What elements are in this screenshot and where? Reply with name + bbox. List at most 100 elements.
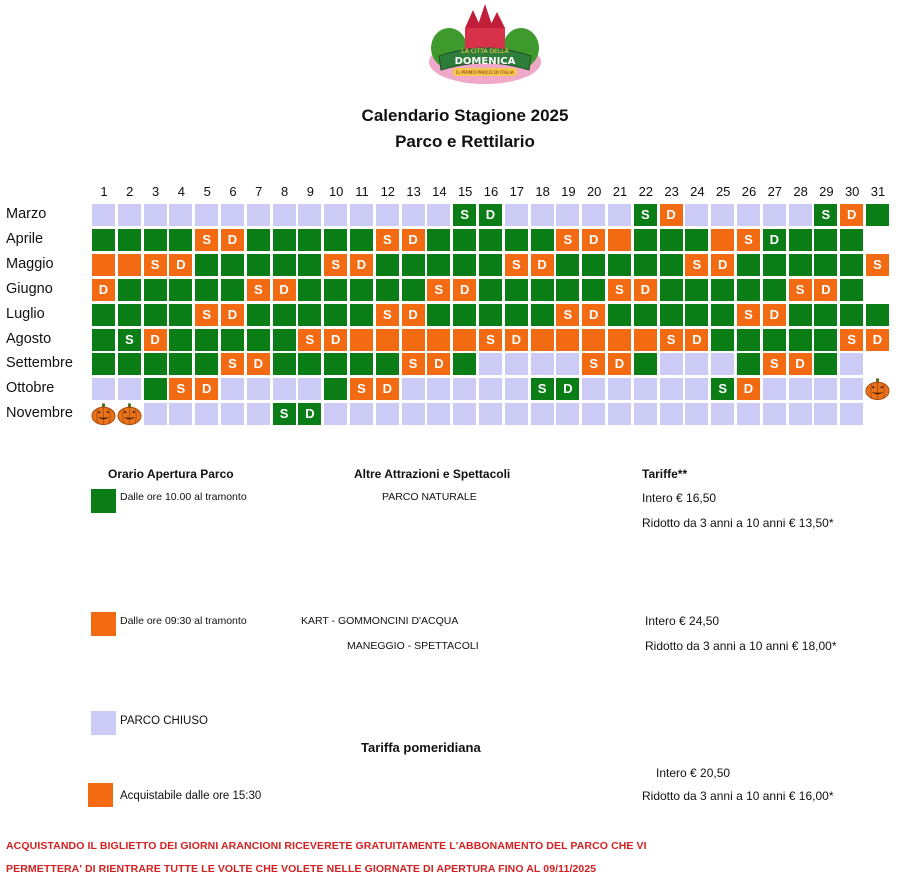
calendar-day-cell: D (556, 378, 580, 401)
calendar-day-cell (169, 228, 193, 251)
calendar-day-cell (195, 253, 219, 276)
calendar-day-cell (582, 253, 606, 276)
calendar-day-cell (298, 303, 322, 326)
calendar-day-cell (556, 353, 580, 376)
calendar-day-cell (169, 328, 193, 351)
calendar-day-cell (350, 328, 373, 351)
calendar-day-cell (685, 303, 709, 326)
calendar-day-cell: S (272, 403, 296, 426)
calendar-day-cell: S (401, 353, 425, 376)
calendar-day-cell: S (221, 353, 244, 376)
calendar-day-cell: S (659, 328, 683, 351)
calendar-day-cell (453, 253, 477, 276)
calendar-day-cell: D (324, 328, 348, 351)
calendar-day-cell (711, 228, 735, 251)
calendar-day-cell (556, 403, 580, 426)
calendar-day-cell (143, 378, 167, 401)
calendar-day-cell: D (272, 278, 296, 301)
page-subtitle: Parco e Rettilario (395, 132, 535, 151)
calendar-day-cell (866, 303, 889, 326)
calendar-day-cell (92, 303, 115, 326)
calendar-day-cell (633, 328, 657, 351)
calendar-day-cell: D (840, 204, 864, 226)
calendar-day-cell (143, 278, 167, 301)
day-number: 24 (690, 184, 705, 199)
calendar-day-cell (324, 403, 348, 426)
calendar-day-cell (788, 303, 812, 326)
calendar-day-cell: S (840, 328, 864, 351)
calendar-day-cell: D (866, 328, 889, 351)
calendar-day-cell: D (530, 253, 554, 276)
calendar-day-cell: S (427, 278, 451, 301)
calendar-day-cell (427, 303, 451, 326)
calendar-day-cell: S (246, 278, 270, 301)
green-reduced-price: Ridotto da 3 anni a 10 anni € 13,50* (642, 516, 834, 530)
calendar-day-cell: S (169, 378, 193, 401)
calendar-day-cell: D (221, 303, 244, 326)
legend-afternoon-label: Acquistabile dalle ore 15:30 (120, 790, 262, 802)
calendar-day-cell (324, 278, 348, 301)
calendar-day-cell (350, 278, 373, 301)
day-number: 26 (741, 184, 757, 199)
calendar-day-cell (840, 228, 864, 251)
calendar-day-cell (143, 204, 167, 226)
orange-full-price: Intero € 24,50 (645, 614, 720, 628)
calendar-day-cell: D (504, 328, 528, 351)
calendar-day-cell (788, 253, 812, 276)
calendar-day-cell: D (582, 303, 606, 326)
month-label: Novembre (6, 405, 73, 422)
calendar-day-cell (117, 378, 141, 401)
calendar-day-cell (762, 253, 786, 276)
calendar-day-cell: S (788, 278, 812, 301)
calendar-day-cell (92, 253, 115, 276)
calendar-day-cell: D (814, 278, 838, 301)
legend-orange-hours: Dalle ore 09:30 al tramonto (120, 615, 247, 627)
day-number: 21 (612, 184, 628, 199)
calendar-day-cell (788, 204, 812, 226)
calendar-day-cell (117, 278, 141, 301)
calendar-day-cell (711, 403, 735, 426)
calendar-day-cell (556, 204, 580, 226)
calendar-day-cell (530, 403, 554, 426)
calendar-day-cell: S (685, 253, 709, 276)
calendar-day-cell (272, 303, 296, 326)
calendar-day-cell (479, 303, 502, 326)
calendar-day-cell: S (737, 228, 760, 251)
day-number: 1 (100, 184, 108, 199)
calendar-day-cell (504, 204, 528, 226)
calendar-day-cell: S (195, 303, 219, 326)
afternoon-title: Tariffa pomeridiana (361, 740, 481, 755)
day-number: 12 (380, 184, 396, 199)
calendar-day-cell (530, 204, 554, 226)
calendar-day-cell (401, 328, 425, 351)
calendar-day-cell (582, 403, 606, 426)
calendar-day-cell (737, 204, 760, 226)
calendar-day-cell (762, 403, 786, 426)
calendar-day-cell: D (453, 278, 477, 301)
calendar-day-cell (221, 278, 244, 301)
calendar-day-cell (582, 378, 606, 401)
calendar-day-cell (324, 204, 348, 226)
calendar-day-cell: D (401, 228, 425, 251)
calendar-day-cell (169, 278, 193, 301)
calendar-day-cell (427, 228, 451, 251)
calendar-day-cell (788, 228, 812, 251)
calendar-day-cell: D (762, 228, 786, 251)
calendar-day-cell (608, 253, 631, 276)
calendar-day-cell: D (762, 303, 786, 326)
calendar-day-cell (840, 303, 864, 326)
hours-title: Orario Apertura Parco (108, 467, 234, 481)
calendar-day-cell (221, 378, 244, 401)
calendar-day-cell (324, 378, 348, 401)
calendar-day-cell (504, 303, 528, 326)
calendar-day-cell: D (608, 353, 631, 376)
calendar-day-cell (685, 403, 709, 426)
calendar-day-cell (788, 328, 812, 351)
calendar-day-cell (788, 403, 812, 426)
legend-green-hours: Dalle ore 10.00 al tramonto (120, 491, 247, 503)
day-number: 6 (229, 184, 237, 199)
calendar-day-cell (246, 253, 270, 276)
calendar-day-cell: D (195, 378, 219, 401)
calendar-day-cell (453, 378, 477, 401)
calendar-day-cell (479, 403, 502, 426)
